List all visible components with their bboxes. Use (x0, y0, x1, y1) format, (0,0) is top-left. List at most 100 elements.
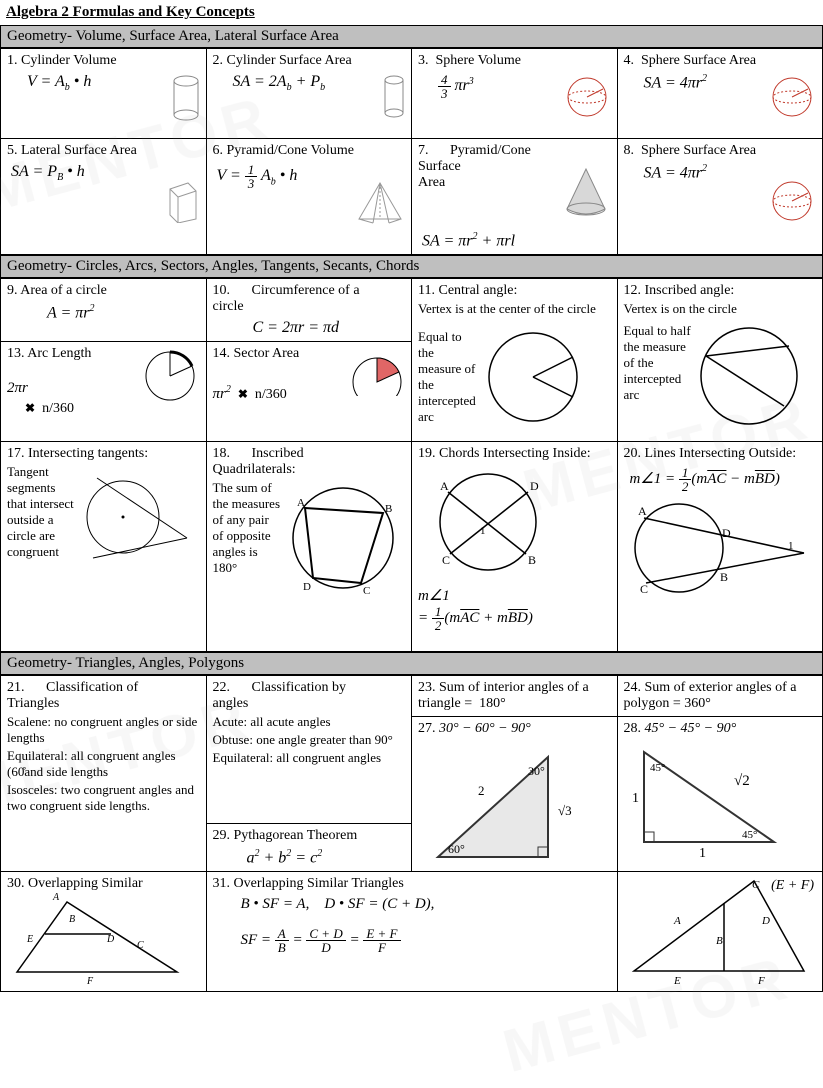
cell-title: Cylinder Surface Area (227, 53, 352, 68)
lbl-e: E (26, 934, 33, 945)
formula: a2 + b2 = c2 (247, 848, 406, 867)
cell-num: 22. (213, 680, 231, 695)
cell-title: Sphere Volume (436, 53, 521, 68)
line: Isosceles: two congruent angles and two … (7, 782, 200, 814)
cell-num: 28. (624, 721, 642, 736)
cell-12: 12. Inscribed angle: Vertex is on the ci… (617, 279, 823, 442)
pt-b: B (528, 553, 536, 567)
cell-1: 1. Cylinder Volume V = Ab • h (1, 49, 207, 139)
pt-a: A (638, 504, 647, 518)
cell-num: 29. (213, 828, 231, 843)
lbl-a: A (52, 892, 60, 903)
cell-title: Overlapping Similar Triangles (234, 876, 404, 891)
formula: SA = πr2 + πrl (422, 231, 611, 250)
pt-b: B (385, 503, 392, 515)
cell-desc2: Equal to the measure of the intercepted … (418, 329, 478, 427)
cell-title: Intersecting tangents: (28, 446, 148, 461)
cell-2: 2. Cylinder Surface Area SA = 2Ab + Pb (206, 49, 412, 139)
cell-title: Cylinder Volume (21, 53, 117, 68)
cylinder-icon (383, 75, 405, 119)
cell-title: Pyramid/ConeSurfaceArea (418, 143, 531, 190)
cell-num: 27. (418, 721, 436, 736)
cell-title: Lateral Surface Area (21, 143, 137, 158)
lbl-f: F (757, 975, 765, 986)
cell-num: 17. (7, 446, 25, 461)
multiply-icon: ✖ (25, 401, 35, 415)
lbl-c: C (137, 940, 144, 951)
cone-icon (561, 165, 611, 219)
cell-title: Area of a circle (20, 283, 107, 298)
cell-num: 20. (624, 446, 642, 461)
lbl-30: 30° (528, 764, 545, 778)
cell-desc2: Equal to half the measure of the interce… (624, 323, 694, 431)
lbl-b: B (69, 914, 75, 925)
cylinder-icon (172, 75, 200, 121)
cell-title: Central angle: (438, 283, 517, 298)
cell-title: Sphere Surface Area (641, 53, 756, 68)
cell-title: Lines Intersecting Outside: (645, 446, 797, 461)
cell-title: Circumference of acircle (213, 283, 360, 314)
multiply-icon: ✖ (238, 387, 248, 401)
section-header-volume: Geometry- Volume, Surface Area, Lateral … (0, 25, 823, 48)
formula: A = πr2 (47, 303, 200, 322)
cell-num: 10. (213, 283, 231, 298)
table-volume: 1. Cylinder Volume V = Ab • h 2. Cylinde… (0, 48, 823, 255)
formula: πr2 (213, 386, 231, 402)
cell-num: 23. (418, 680, 436, 695)
pt-c: C (363, 585, 370, 597)
cell-4: 4. Sphere Surface Area SA = 4πr2 (617, 49, 823, 139)
sphere-icon (768, 75, 816, 119)
lbl-45b: 45° (742, 829, 757, 841)
cell-6: 6. Pyramid/Cone Volume V = 13 Ab • h (206, 139, 412, 255)
cell-num: 13. (7, 346, 25, 361)
lbl-d: D (761, 915, 770, 927)
cell-num: 24. (624, 680, 642, 695)
arc-icon (140, 346, 200, 402)
line1: B • SF = A, D • SF = (C + D), (241, 896, 611, 913)
cell-24: 24. Sum of exterior angles of a polygon … (617, 676, 823, 717)
cell-num: 21. (7, 680, 25, 695)
lbl-d: D (106, 934, 115, 945)
cell-23: 23. Sum of interior angles of a triangle… (412, 676, 618, 717)
inscribed-quad-icon: A B C D (283, 478, 403, 598)
lbl-sqrt3: √3 (558, 803, 572, 818)
cell-title: Overlapping Similar (28, 876, 143, 891)
similar-tri-icon: A B E C D F (7, 892, 187, 987)
cell-29: 29. Pythagorean Theorem a2 + b2 = c2 (206, 824, 412, 872)
suffix: n/360 (42, 401, 74, 416)
cell-title: Chords Intersecting Inside: (439, 446, 591, 461)
lines-outside-icon: A D C B 1 (624, 493, 814, 603)
line: Equilateral: all congruent angles (60̊an… (7, 748, 200, 780)
pt-b: B (720, 570, 728, 584)
cell-title: Pythagorean Theorem (234, 828, 358, 843)
formula: C = 2πr = πd (253, 319, 406, 337)
formula: m∠1 = 12(mAC − mBD) (630, 466, 817, 493)
cell-8: 8. Sphere Surface Area SA = 4πr2 (617, 139, 823, 255)
tangent-icon (77, 462, 197, 572)
pt-a: A (297, 497, 305, 509)
cell-title: Inscribed angle: (645, 283, 735, 298)
formula: m∠1= 12(mAC + mBD) (418, 586, 611, 632)
pyramid-icon (355, 179, 405, 225)
formula: SA = 2Ab + Pb (233, 73, 406, 93)
cell-27: 27. 30° − 60° − 90° 2 √3 30° 60° (412, 717, 618, 872)
lbl-c: C (752, 879, 760, 891)
cell-13: 13. Arc Length 2πr ✖ n/360 (1, 342, 207, 442)
sphere-icon (563, 75, 611, 119)
cell-17: 17. Intersecting tangents: Tangent segme… (1, 442, 207, 652)
lbl-2: 2 (478, 783, 485, 798)
cell-num: 6. (213, 143, 224, 158)
cell-28: 28. 45° − 45° − 90° 1 1 √2 45° 45° (617, 717, 823, 872)
line: Scalene: no congruent angles or side len… (7, 714, 200, 746)
suffix: n/360 (255, 387, 287, 402)
cell-desc: Vertex is at the center of the circle (418, 301, 611, 317)
lbl-60: 60° (448, 842, 465, 856)
cell-title: Sum of exterior angles of a polygon = 36… (624, 680, 797, 711)
inscribed-angle-icon (694, 321, 804, 431)
line: Equilateral: all congruent angles (213, 750, 406, 766)
section-header-triangles: Geometry- Triangles, Angles, Polygons (0, 652, 823, 675)
cell-num: 1. (7, 53, 18, 68)
right-label: (E + F) (771, 878, 814, 894)
lbl-f: F (86, 976, 94, 987)
cell-31-right: A B C D E F (E + F) (617, 872, 823, 992)
